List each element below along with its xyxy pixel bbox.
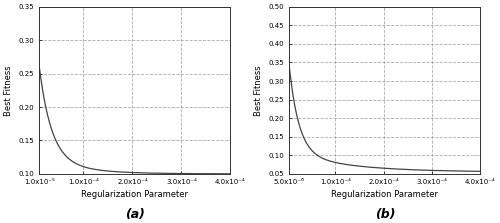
Text: (b): (b) xyxy=(374,208,395,221)
Y-axis label: Best Fitness: Best Fitness xyxy=(254,65,263,116)
X-axis label: Regularization Parameter: Regularization Parameter xyxy=(332,190,438,199)
Text: (a): (a) xyxy=(125,208,145,221)
X-axis label: Regularization Parameter: Regularization Parameter xyxy=(82,190,188,199)
Y-axis label: Best Fitness: Best Fitness xyxy=(4,65,13,116)
